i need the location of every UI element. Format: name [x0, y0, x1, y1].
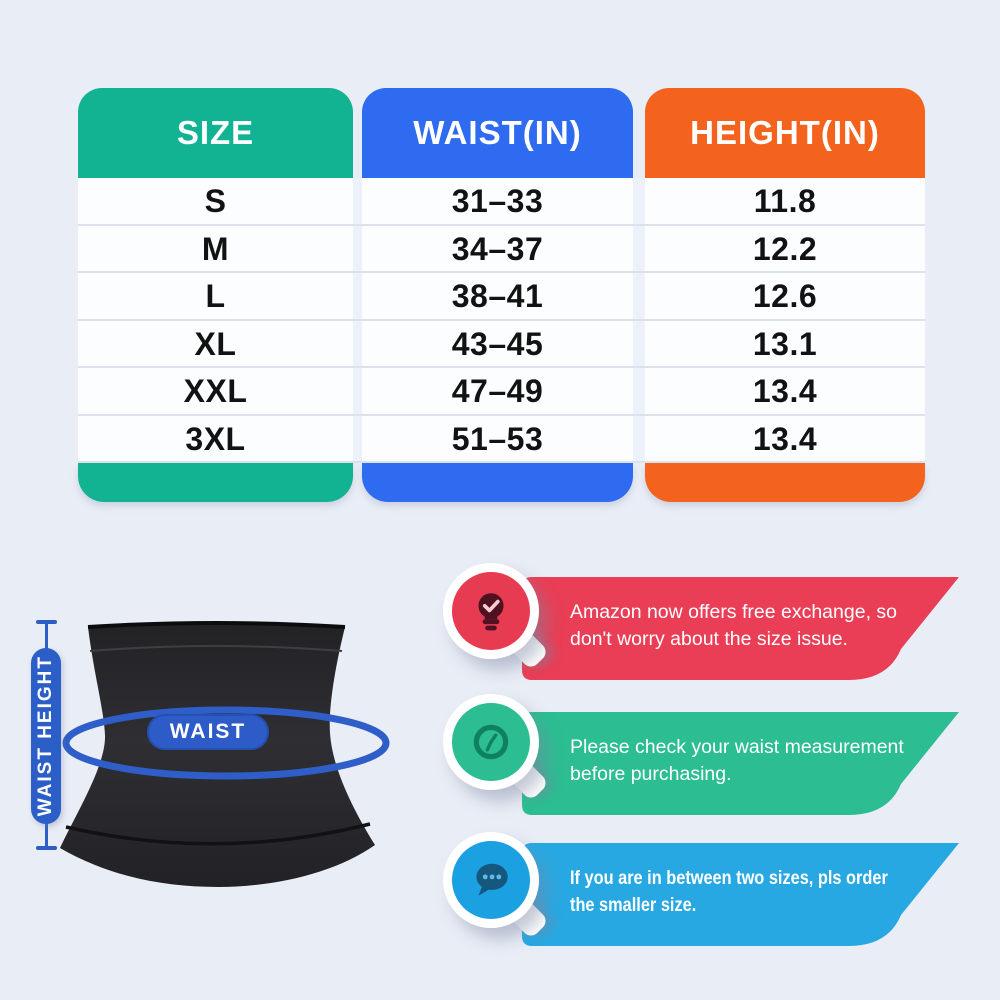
column-waist-values: 31–33 34–37 38–41 43–45 47–49 51–53 [362, 178, 633, 463]
table-footer-height [645, 463, 925, 502]
lightbulb-check-icon [452, 572, 530, 650]
clock-icon [452, 703, 530, 781]
waist-label-pill: WAIST [147, 714, 269, 750]
table-header-waist: WAIST(IN) [362, 88, 633, 178]
table-row [78, 321, 925, 368]
waist-height-label: WAIST HEIGHT [35, 655, 56, 817]
cell-waist: 43–45 [451, 325, 544, 362]
table-row [78, 226, 925, 273]
cell-size: L [205, 278, 226, 315]
column-gap [633, 178, 645, 463]
measure-cap-top [36, 620, 57, 624]
callout-between-sizes: If you are in between two sizes, pls ord… [443, 832, 1000, 972]
column-gap [353, 178, 362, 463]
table-footer-size [78, 463, 353, 502]
cell-height: 13.4 [752, 373, 818, 410]
callout-text: Amazon now offers free exchange, so don'… [570, 577, 940, 680]
cell-height: 13.1 [752, 325, 818, 362]
waist-label: WAIST [169, 720, 247, 743]
cell-size: S [204, 183, 227, 220]
cell-waist: 38–41 [451, 278, 544, 315]
callout-icon-ring [443, 563, 539, 659]
table-header-size: SIZE [78, 88, 353, 178]
callout-line: the smaller size. [570, 894, 697, 916]
callout-line: Amazon now offers free exchange, so [570, 600, 897, 623]
cell-size: XXL [183, 373, 248, 410]
waist-height-label-pill: WAIST HEIGHT [31, 648, 61, 824]
waist-measure-ellipse [62, 706, 390, 780]
callout-text: Please check your waist measurement befo… [570, 712, 940, 815]
cell-height: 11.8 [753, 183, 817, 220]
callout-free-exchange: Amazon now offers free exchange, so don'… [443, 563, 1000, 703]
cell-waist: 47–49 [451, 373, 544, 410]
table-row-separators [78, 178, 925, 463]
callout-icon-ring [443, 694, 539, 790]
table-header-height: HEIGHT(IN) [645, 88, 925, 178]
ribbon-shape [522, 712, 959, 815]
table-row [78, 273, 925, 321]
table-header-height-label: HEIGHT(IN) [690, 114, 880, 151]
table-header-size-label: SIZE [176, 114, 255, 151]
callout-line: before purchasing. [570, 762, 732, 785]
cell-height: 12.6 [752, 278, 818, 315]
callout-icon-ring [443, 832, 539, 928]
cell-waist: 34–37 [451, 230, 544, 267]
callout-text: If you are in between two sizes, pls ord… [570, 843, 940, 946]
table-footer-waist [362, 463, 633, 502]
chat-dots-icon [452, 841, 530, 919]
cell-size: XL [194, 325, 237, 362]
cell-size: M [201, 230, 230, 267]
ribbon-shape [522, 843, 959, 946]
callout-check-measurement: Please check your waist measurement befo… [443, 694, 1000, 834]
callout-line: If you are in between two sizes, pls ord… [570, 867, 888, 889]
ribbon-shape [522, 577, 959, 680]
table-header-waist-label: WAIST(IN) [413, 114, 582, 151]
waist-trainer-illustration [60, 621, 375, 887]
callout-line: Please check your waist measurement [570, 735, 904, 758]
cell-height: 12.2 [752, 230, 818, 267]
callout-banner [522, 712, 959, 815]
callout-banner [522, 577, 959, 680]
column-size-values: S M L XL XXL 3XL [78, 178, 353, 463]
cell-waist: 31–33 [451, 183, 544, 220]
measure-cap-bottom [36, 846, 57, 850]
column-height-values: 11.8 12.2 12.6 13.1 13.4 13.4 [645, 178, 925, 463]
table-row [78, 178, 925, 226]
cell-size: 3XL [185, 420, 246, 457]
table-row [78, 416, 925, 463]
callout-banner [522, 843, 959, 946]
cell-waist: 51–53 [451, 420, 544, 457]
table-body [78, 178, 925, 463]
table-row [78, 368, 925, 416]
cell-height: 13.4 [752, 420, 818, 457]
callout-line: don't worry about the size issue. [570, 627, 848, 650]
